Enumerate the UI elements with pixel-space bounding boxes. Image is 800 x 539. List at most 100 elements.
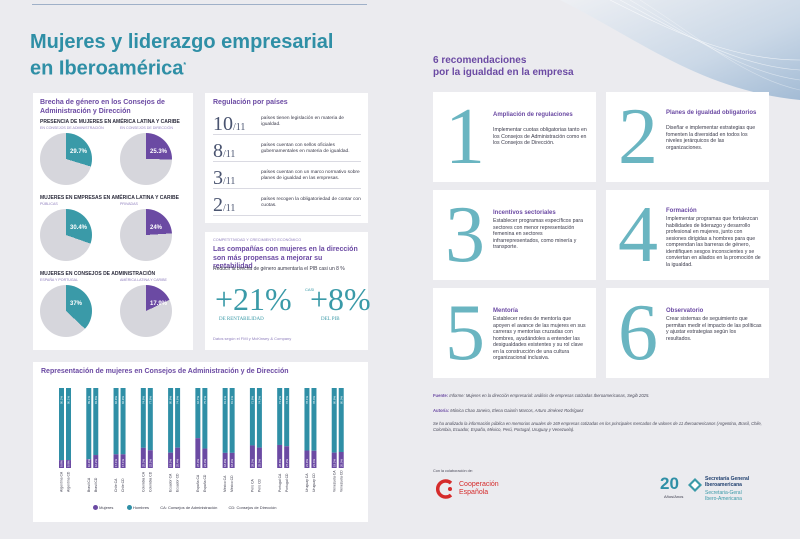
legend-cd-label: CD: Consejos de Dirección bbox=[228, 505, 277, 510]
bar-women-label: 9.9% bbox=[67, 460, 71, 467]
recommendation-title: Ampliación de regulaciones bbox=[493, 112, 573, 118]
recommendation-card: 2 Planes de igualdad obligatorios Diseñar … bbox=[606, 92, 769, 182]
bar-men bbox=[331, 388, 337, 453]
pie-chart bbox=[40, 285, 92, 337]
bar-men-label: 72.8% bbox=[285, 396, 289, 404]
bar-women bbox=[202, 448, 208, 468]
pie-caption: PRIVADAS bbox=[120, 202, 138, 206]
bar-women-label: 18.9% bbox=[223, 459, 227, 467]
pie-caption: AMÉRICA LATINA Y CARIBE bbox=[120, 278, 167, 282]
profitability-source: Datos según el FMI y McKinsey & Company bbox=[213, 336, 292, 341]
bar-men bbox=[59, 388, 64, 461]
bar-women-label: 17.1% bbox=[121, 459, 125, 467]
bar-women bbox=[222, 452, 228, 468]
bar-women-label: 28.2% bbox=[251, 459, 255, 467]
anniversary-number: 20 bbox=[660, 474, 679, 493]
recommendation-body: Diseñar e implementar estrategias que fo… bbox=[666, 125, 756, 151]
pie-value-label: 24% bbox=[150, 225, 163, 231]
bar-men bbox=[229, 388, 235, 453]
bar-men bbox=[147, 388, 153, 451]
category-label: Perú CD bbox=[258, 478, 262, 492]
bar-women bbox=[277, 444, 283, 468]
recommendation-card: 1 Ampliación de regulaciones Implementar c… bbox=[433, 92, 596, 182]
bar-men bbox=[86, 388, 92, 460]
bar-women-label: 21.6% bbox=[312, 459, 316, 467]
bar-men bbox=[120, 388, 126, 455]
pie-value-label: 30.4% bbox=[70, 225, 88, 231]
bar-men-label: 71.2% bbox=[278, 396, 282, 404]
pie-caption: EN CONSEJOS DE DIRECCIÓN bbox=[120, 126, 173, 130]
bar-women bbox=[249, 445, 255, 468]
recommendation-body: Crear sistemas de seguimiento que permit… bbox=[666, 316, 762, 342]
bar-men bbox=[202, 388, 208, 449]
category-label: Uruguay CA bbox=[305, 473, 309, 492]
bar-men-label: 80.0% bbox=[339, 396, 343, 404]
legend-women-swatch bbox=[93, 505, 98, 511]
pie-caption: ESPAÑA Y PORTUGAL bbox=[40, 278, 79, 282]
bar-women-label: 18.9% bbox=[230, 459, 234, 467]
bar-men-label: 78.4% bbox=[312, 396, 316, 404]
bar-women bbox=[175, 447, 181, 468]
bar-men-label: 81.1% bbox=[230, 396, 234, 404]
recommendation-number: 4 bbox=[618, 191, 658, 279]
recommendation-title: Formación bbox=[666, 208, 697, 214]
collaboration-label: Con la colaboración de: bbox=[433, 469, 473, 473]
bar-men bbox=[195, 388, 201, 439]
category-label: Argentina CD bbox=[67, 471, 71, 492]
pie-caption: PÚBLICAS bbox=[40, 202, 58, 206]
pie-value-label: 37% bbox=[70, 301, 83, 307]
bar-men-label: 74.6% bbox=[176, 396, 180, 404]
profitability-kicker: COMPETITIVIDAD Y CRECIMIENTO ECONÓMICO bbox=[213, 238, 302, 242]
pie-chart bbox=[120, 285, 172, 337]
bar-women-label: 19.2% bbox=[332, 459, 336, 467]
title-footnote-mark: * bbox=[183, 62, 187, 69]
regulation-text: países tienen legislación en materia de … bbox=[261, 116, 344, 127]
bar-women-label: 24.3% bbox=[203, 459, 207, 467]
bar-men bbox=[249, 388, 255, 446]
regulation-fraction: 2/11 bbox=[213, 194, 236, 216]
pie-chart bbox=[120, 133, 172, 185]
bar-men bbox=[338, 388, 344, 452]
bar-men bbox=[66, 388, 71, 461]
representation-chart-card: Representación de mujeres en Consejos de… bbox=[33, 362, 368, 522]
recommendation-number: 2 bbox=[618, 93, 658, 181]
bar-men bbox=[113, 388, 119, 455]
source-note: Fuente: Informe: Mujeres en la dirección… bbox=[433, 393, 650, 398]
category-label: Uruguay CD bbox=[312, 473, 316, 492]
bar-women bbox=[59, 460, 64, 468]
bar-women bbox=[93, 455, 99, 468]
background-wave-graphic bbox=[560, 0, 800, 100]
bar-men-label: 74.8% bbox=[141, 396, 145, 404]
recommendation-title: Observatorio bbox=[666, 308, 704, 314]
bar-men-label: 77.8% bbox=[148, 396, 152, 404]
recommendation-body: Implementar programas que fortalezcan ha… bbox=[666, 216, 761, 268]
recommendation-title: Planes de igualdad obligatorios bbox=[666, 110, 757, 116]
bar-men-label: 80.8% bbox=[332, 396, 336, 404]
bar-women bbox=[147, 450, 153, 468]
category-label: España CA bbox=[196, 474, 200, 492]
methodology-note: Se ha analizado la información pública e… bbox=[433, 421, 762, 432]
pie-caption: EN CONSEJOS DE ADMINISTRACIÓN bbox=[40, 126, 104, 130]
gdp-stat-label: DEL PIB bbox=[321, 317, 340, 322]
bar-women bbox=[304, 450, 310, 468]
bar-women bbox=[195, 438, 201, 468]
authorship-note: Autoría: Mónica Chao Janeiro, Elena Gaia… bbox=[433, 408, 584, 413]
pie-value-label: 29.7% bbox=[70, 149, 88, 155]
bar-men-label: 62.7% bbox=[196, 396, 200, 404]
bar-women-label: 22.2% bbox=[148, 459, 152, 467]
profitability-stat-value: +21% bbox=[215, 281, 292, 317]
regulation-fraction: 8/11 bbox=[213, 140, 236, 162]
gdp-stat-prefix: CASI bbox=[305, 287, 315, 292]
bar-women bbox=[120, 454, 126, 468]
category-label: Portugal CA bbox=[278, 473, 282, 492]
bar-men-label: 90.1% bbox=[67, 396, 71, 404]
pie-value-label: 25.3% bbox=[150, 149, 168, 155]
bar-women bbox=[229, 452, 235, 468]
legend-men-label: Hombres bbox=[132, 505, 150, 510]
representation-bar-chart: 90.2% 9.8% Argentina CA 90.1% 9.9% Argentina … bbox=[59, 388, 344, 492]
regulation-row: 10/11 países tienen legislación en materi… bbox=[213, 111, 361, 135]
recommendation-card: 4 Formación Implementar programas que fort… bbox=[606, 190, 769, 280]
bar-men bbox=[311, 388, 317, 451]
bar-women-label: 25.4% bbox=[176, 459, 180, 467]
regulation-text: países recogen la obligatoriedad de cont… bbox=[261, 197, 361, 208]
